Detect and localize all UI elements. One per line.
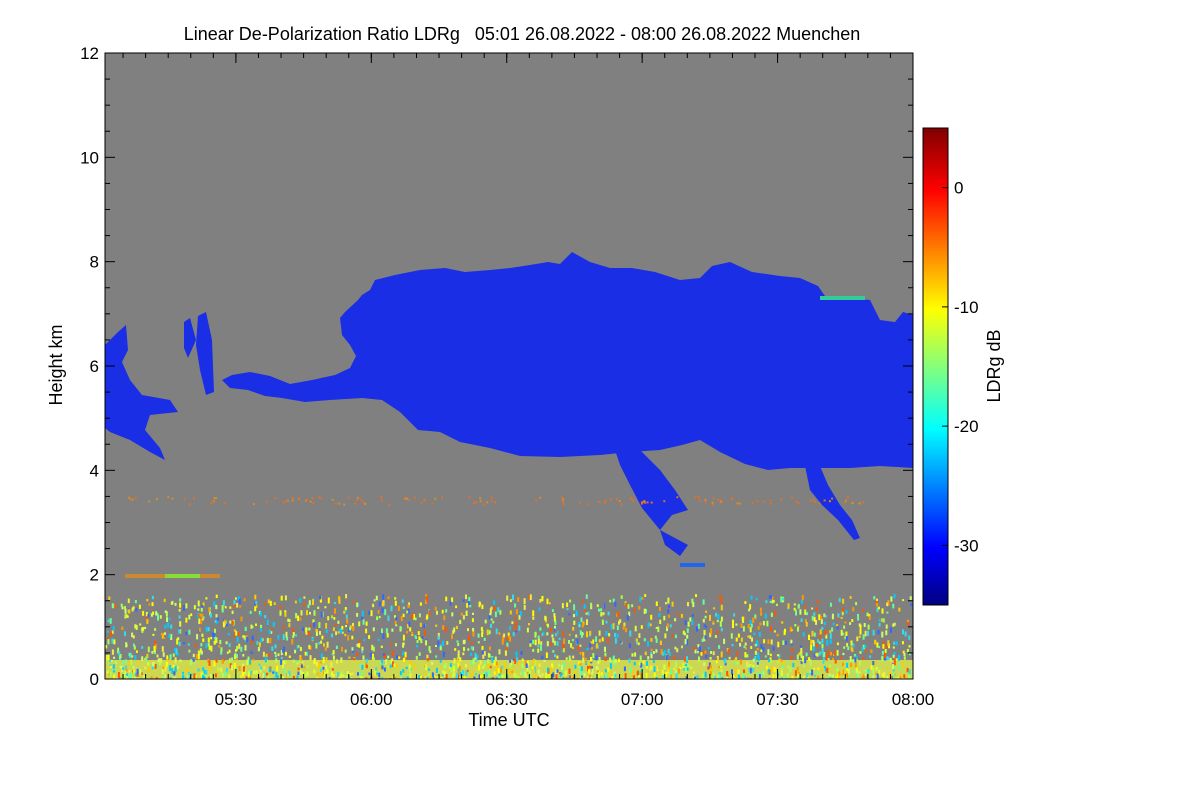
colorbar-tick-label: 0 [954, 179, 963, 198]
y-tick-label: 8 [90, 253, 99, 272]
x-tick-label: 08:00 [892, 690, 935, 709]
colorbar-tick-label: -10 [954, 298, 979, 317]
boundary-layer-noise [105, 594, 913, 679]
x-axis-label: Time UTC [468, 710, 549, 730]
colorbar-tick-label: -30 [954, 536, 979, 555]
y-tick-label: 0 [90, 670, 99, 689]
main-cloud [222, 252, 913, 470]
x-tick-label: 05:30 [215, 690, 258, 709]
colorbar-tick-label: -20 [954, 417, 979, 436]
y-axis: 0 2 4 6 8 10 12 [80, 44, 913, 689]
x-tick-label: 06:30 [485, 690, 528, 709]
small-cloud-patch [184, 318, 196, 358]
y-tick-label: 4 [90, 461, 99, 480]
fall-streak-2 [805, 466, 860, 540]
colorbar [922, 127, 949, 606]
y-tick-label: 12 [80, 44, 99, 63]
left-cloud-patch [105, 325, 178, 460]
x-tick-label: 07:00 [621, 690, 664, 709]
colorbar-label: LDRg dB [984, 329, 1004, 402]
x-axis: 05:30 06:00 06:30 07:00 07:30 08:00 [122, 53, 935, 709]
low-layer [680, 563, 705, 567]
chart-title: Linear De-Polarization Ratio LDRg 05:01 … [184, 24, 860, 44]
aerosol-layer [128, 496, 864, 506]
x-tick-label: 06:00 [350, 690, 393, 709]
y-tick-label: 10 [80, 148, 99, 167]
colorbar-ticks: 0 -10 -20 -30 [942, 179, 979, 555]
x-tick-label: 07:30 [756, 690, 799, 709]
y-tick-label: 2 [90, 566, 99, 585]
data-features [105, 252, 913, 679]
low-layer [165, 574, 200, 578]
small-cloud-patch [196, 312, 214, 395]
thin-layer [820, 296, 865, 300]
y-axis-label: Height km [46, 324, 66, 405]
y-tick-label: 6 [90, 357, 99, 376]
